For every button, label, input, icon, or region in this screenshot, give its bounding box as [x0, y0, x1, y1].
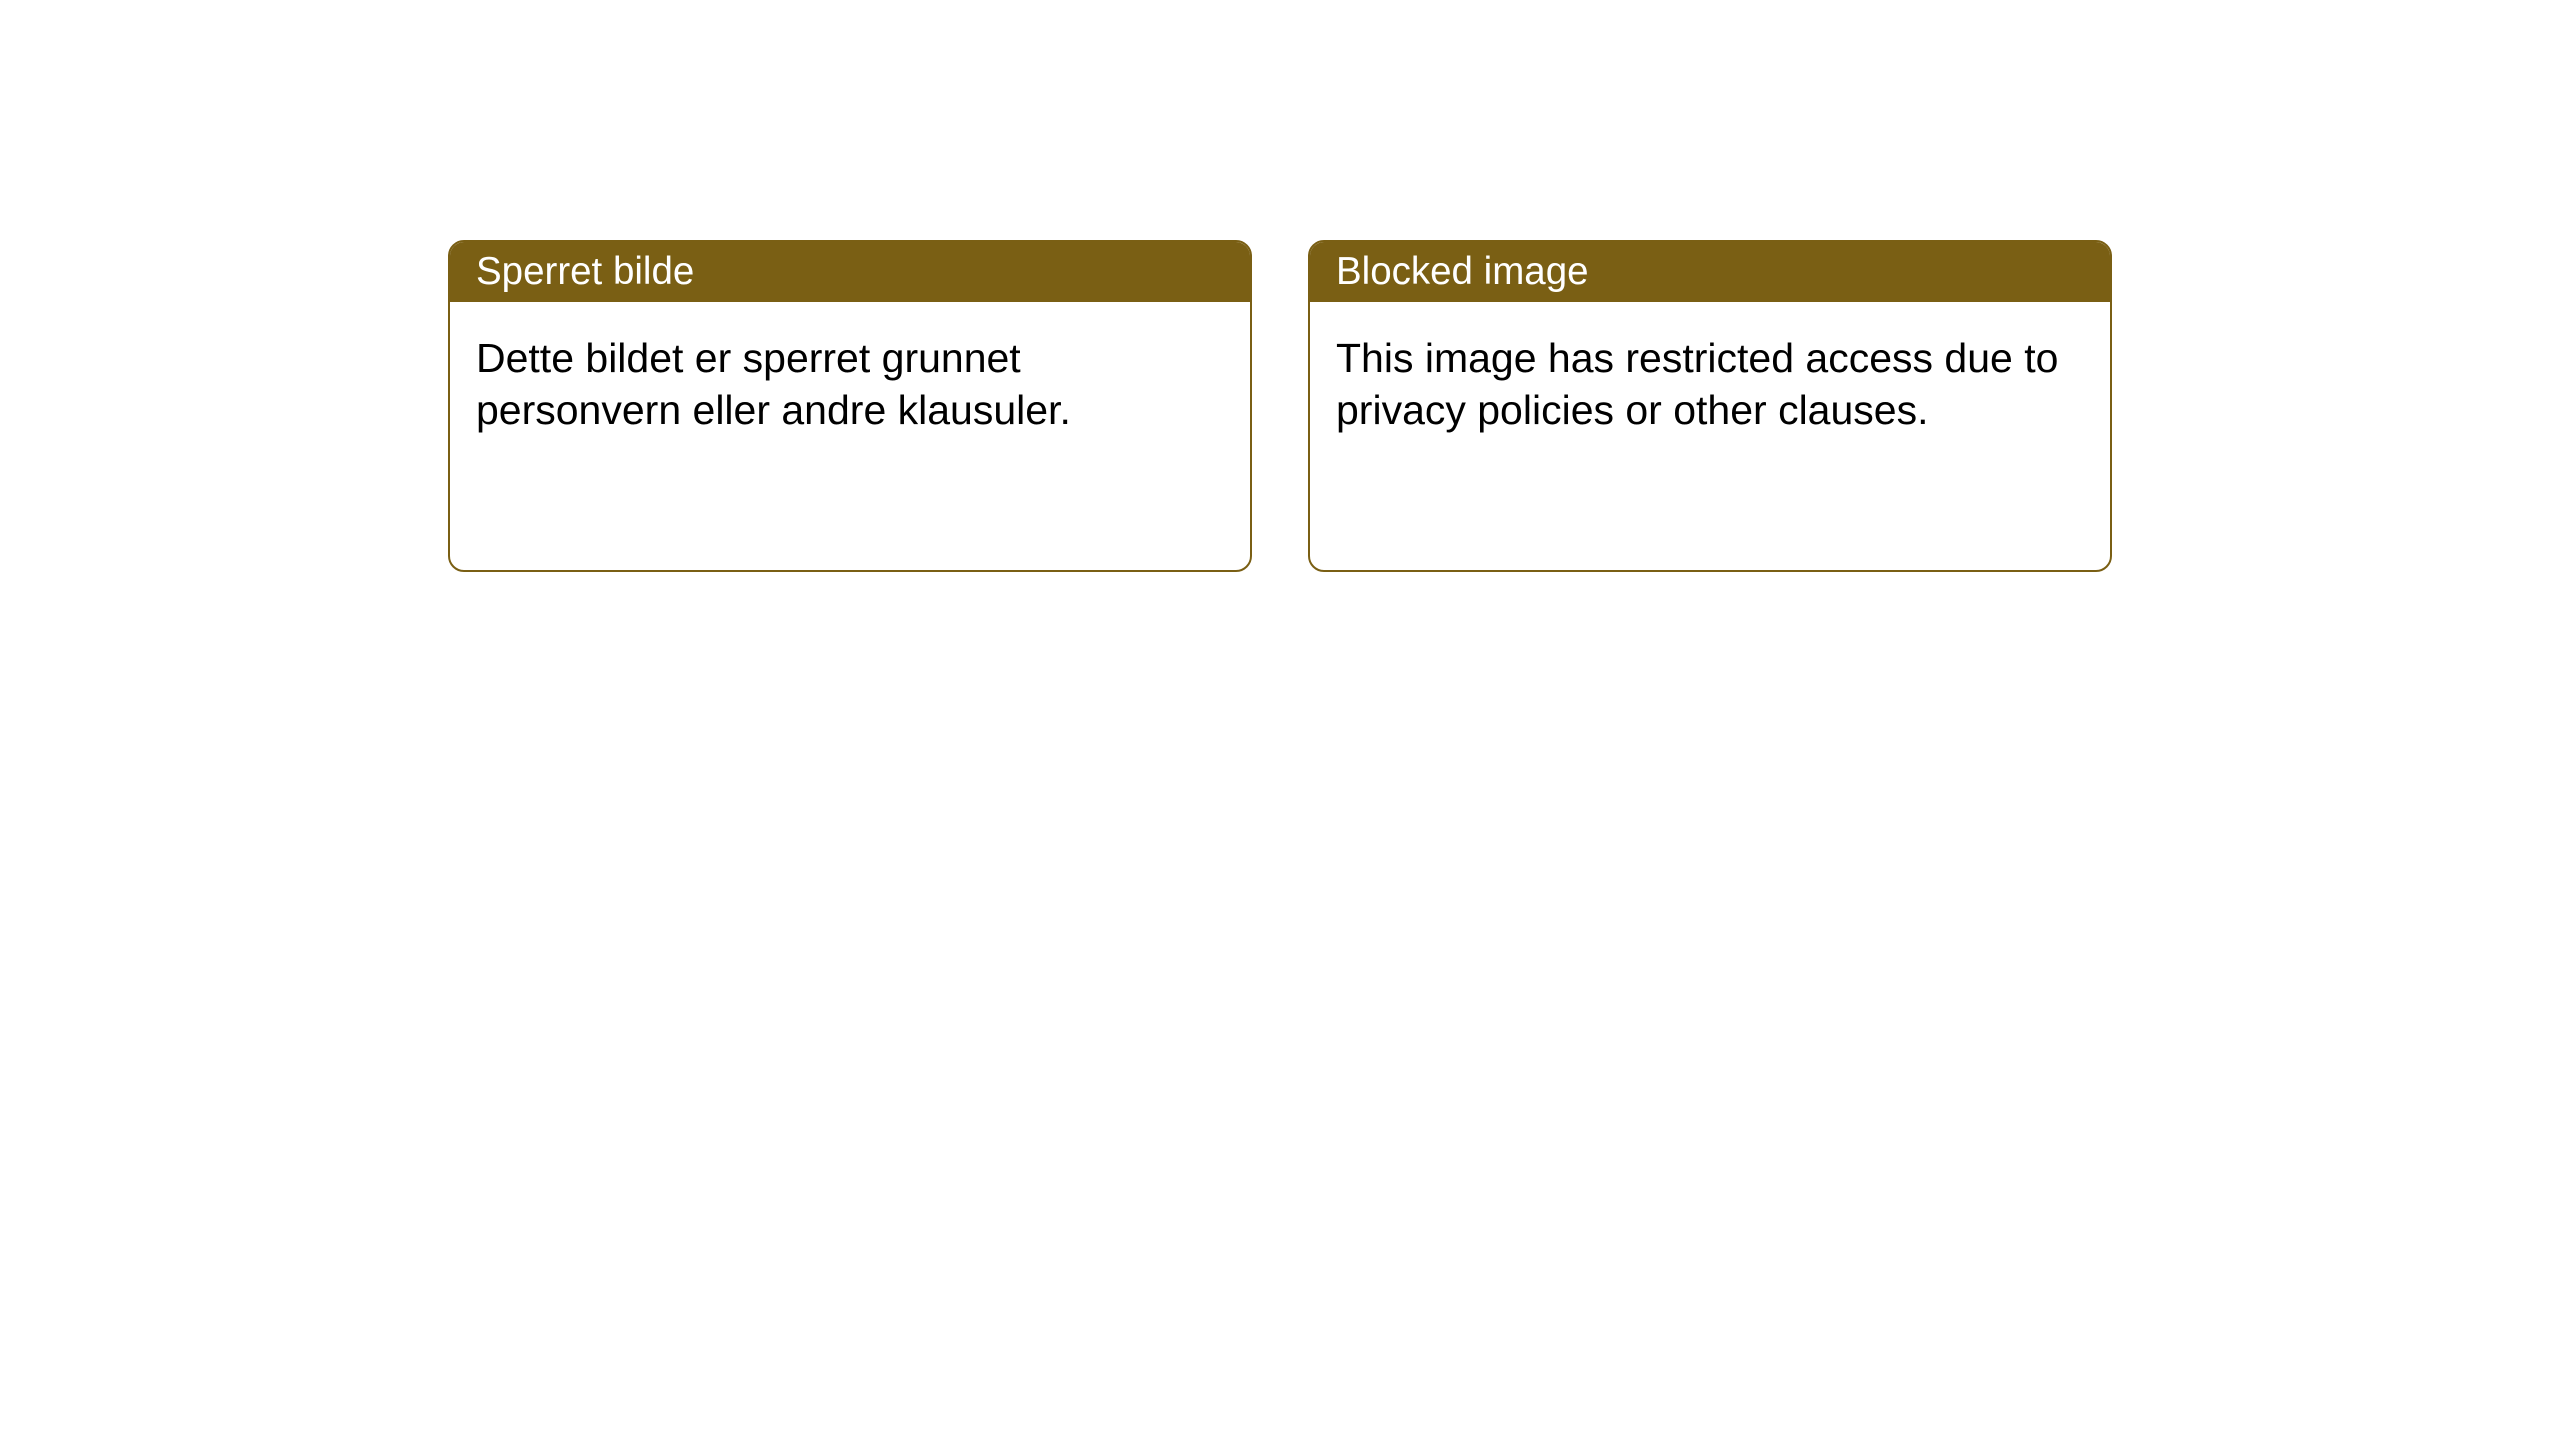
blocked-image-card-en: Blocked image This image has restricted …	[1308, 240, 2112, 572]
notice-container: Sperret bilde Dette bildet er sperret gr…	[0, 0, 2560, 572]
blocked-image-card-no: Sperret bilde Dette bildet er sperret gr…	[448, 240, 1252, 572]
card-body: Dette bildet er sperret grunnet personve…	[450, 302, 1250, 467]
card-header: Sperret bilde	[450, 242, 1250, 302]
card-header: Blocked image	[1310, 242, 2110, 302]
card-body: This image has restricted access due to …	[1310, 302, 2110, 467]
